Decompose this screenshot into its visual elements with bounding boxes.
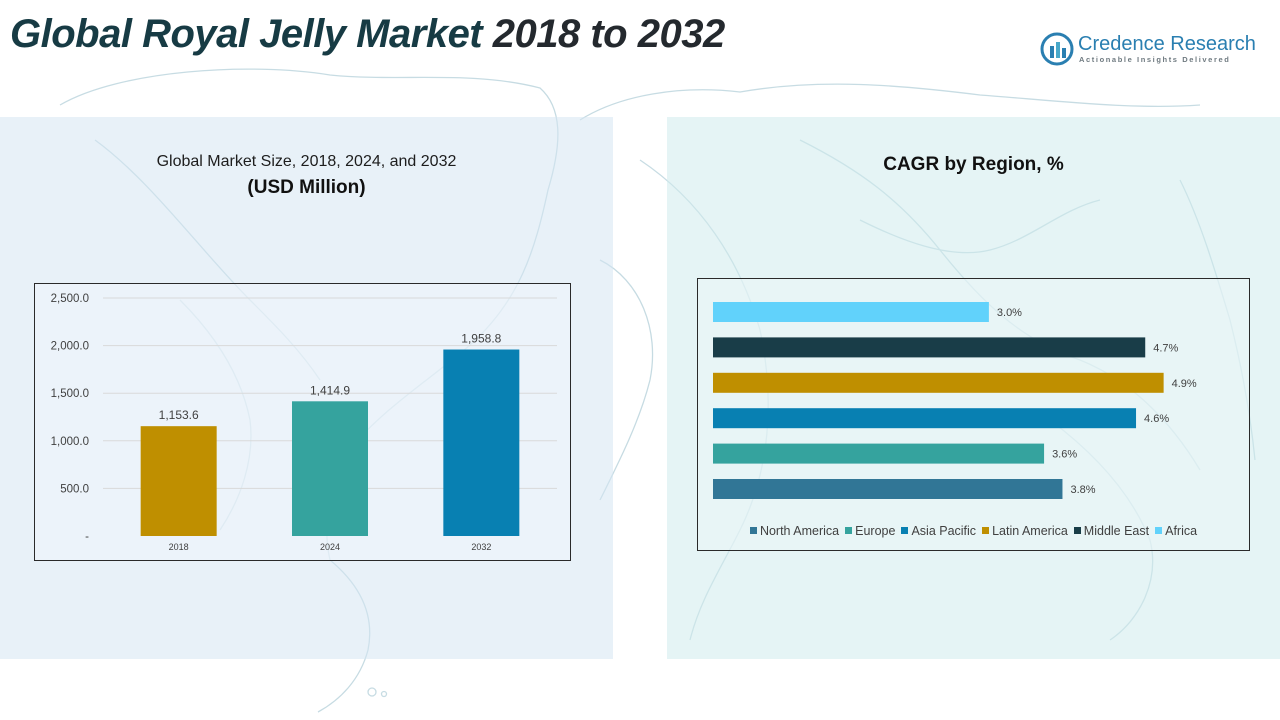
x-tick-label: 2032	[471, 542, 491, 552]
bar-value-label: 4.9%	[1172, 378, 1197, 390]
market-size-title: Global Market Size, 2018, 2024, and 2032	[156, 153, 457, 170]
legend-swatch	[901, 527, 909, 534]
legend-swatch	[1073, 527, 1081, 534]
legend-label: Africa	[1165, 524, 1198, 538]
bar-value-label: 4.6%	[1144, 413, 1169, 425]
legend-item: Europe	[845, 524, 895, 538]
legend-label: Europe	[855, 524, 896, 538]
legend-label: North America	[759, 524, 840, 538]
cagr-title: CAGR by Region, %	[883, 154, 1064, 175]
market-size-chart: - 500.0 1,000.0 1,500.0 2,000.0 2,500.0 1,153.…	[34, 283, 571, 561]
brand-tagline: Actionable Insights Delivered	[1079, 55, 1231, 64]
bar-north-america	[713, 479, 1063, 499]
legend-label: Asia Pacific	[911, 524, 977, 538]
y-tick-label: 500.0	[60, 483, 89, 495]
brand-name: Credence Research	[1078, 33, 1256, 55]
x-tick-label: 2024	[320, 542, 340, 552]
legend-item: North America	[749, 524, 840, 538]
market-size-chart-svg: - 500.0 1,000.0 1,500.0 2,000.0 2,500.0 1,153.…	[51, 293, 557, 552]
bar-value-label: 1,414.9	[310, 383, 350, 397]
page-title: Global Royal Jelly Market 2018 to 2032	[10, 12, 725, 57]
y-tick-label: 2,500.0	[51, 293, 89, 305]
bar-asia-pacific	[713, 408, 1137, 429]
bar-value-label: 3.8%	[1070, 484, 1095, 496]
legend-label: Latin America	[992, 524, 1068, 538]
bar-2024	[292, 401, 368, 536]
y-tick-label: -	[85, 531, 89, 543]
cagr-chart-svg: 3.0% 4.7% 4.9% 4.6% 3.6% 3.8%	[713, 302, 1197, 499]
market-size-unit: (USD Million)	[247, 177, 366, 198]
bar-value-label: 3.0%	[997, 307, 1022, 319]
legend-swatch	[845, 527, 853, 534]
legend-item: Latin America	[982, 524, 1068, 538]
cagr-chart: 3.0% 4.7% 4.9% 4.6% 3.6% 3.8% North America Eu…	[697, 278, 1250, 551]
bar-2018	[140, 426, 217, 536]
cagr-legend: North America Europe Asia Pacific Latin Ame…	[698, 524, 1249, 538]
bar-africa	[713, 302, 989, 322]
legend-swatch	[1155, 527, 1163, 534]
bar-latin-america	[713, 372, 1164, 393]
bar-value-label: 1,153.6	[159, 408, 199, 422]
credence-logo-icon	[1040, 32, 1074, 66]
page-title-years: 2018 to 2032	[482, 12, 725, 56]
bar-value-label: 3.6%	[1052, 449, 1077, 461]
legend-swatch	[982, 527, 990, 534]
legend-item: Africa	[1155, 524, 1197, 538]
bar-europe	[713, 443, 1045, 464]
bar-value-label: 1,958.8	[461, 332, 501, 346]
bar-middle-east	[713, 337, 1146, 358]
page-title-main: Global Royal Jelly Market	[10, 12, 483, 56]
brand-logo: Credence Research Actionable Insights De…	[1040, 30, 1260, 70]
y-tick-label: 1,000.0	[51, 436, 89, 448]
legend-item: Asia Pacific	[901, 524, 976, 538]
legend-swatch	[749, 527, 757, 534]
x-tick-label: 2018	[169, 542, 189, 552]
bar-2032	[443, 349, 520, 536]
legend-label: Middle East	[1083, 524, 1150, 538]
legend-item: Middle East	[1073, 524, 1150, 538]
y-tick-label: 2,000.0	[51, 341, 89, 353]
bar-value-label: 4.7%	[1153, 342, 1178, 354]
y-tick-label: 1,500.0	[51, 388, 89, 400]
